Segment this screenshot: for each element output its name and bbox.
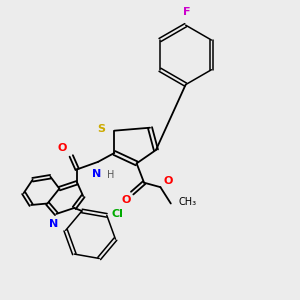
Text: O: O [164, 176, 173, 186]
Text: O: O [121, 195, 131, 205]
Text: Cl: Cl [111, 209, 123, 219]
Text: S: S [98, 124, 105, 134]
Text: O: O [57, 143, 67, 153]
Text: H: H [107, 170, 114, 180]
Text: N: N [49, 219, 58, 229]
Text: N: N [92, 169, 101, 179]
Text: F: F [183, 7, 191, 17]
Text: CH₃: CH₃ [178, 197, 196, 207]
